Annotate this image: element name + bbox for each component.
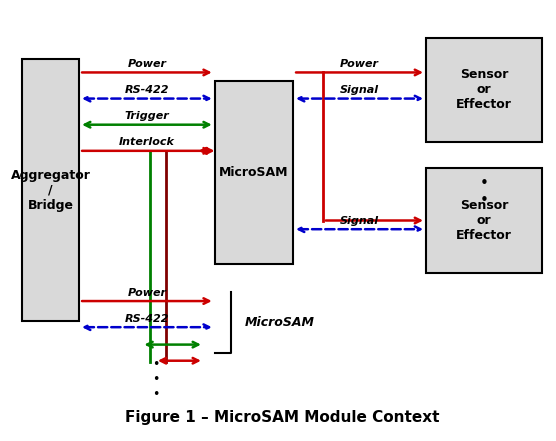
Text: Power: Power: [127, 59, 166, 69]
FancyBboxPatch shape: [215, 81, 293, 264]
Text: Interlock: Interlock: [119, 137, 175, 147]
Text: Aggregator
/
Bridge: Aggregator / Bridge: [11, 168, 91, 212]
Text: Sensor
or
Effector: Sensor or Effector: [456, 199, 512, 242]
Text: Power: Power: [340, 59, 379, 69]
FancyBboxPatch shape: [22, 60, 79, 321]
Text: •
•: • •: [480, 176, 489, 209]
Text: MicroSAM: MicroSAM: [245, 316, 315, 329]
Text: Power: Power: [127, 288, 166, 298]
Text: Signal: Signal: [340, 85, 379, 95]
Text: Signal: Signal: [340, 216, 379, 226]
Text: Sensor
or
Effector: Sensor or Effector: [456, 68, 512, 112]
FancyBboxPatch shape: [426, 37, 543, 142]
Text: Trigger: Trigger: [125, 111, 169, 121]
Text: Figure 1 – MicroSAM Module Context: Figure 1 – MicroSAM Module Context: [125, 410, 440, 425]
Text: MicroSAM: MicroSAM: [219, 166, 289, 179]
Text: RS-422: RS-422: [125, 85, 169, 95]
Text: •
•
•: • • •: [152, 358, 160, 401]
Text: RS-422: RS-422: [125, 314, 169, 324]
FancyBboxPatch shape: [426, 168, 543, 273]
